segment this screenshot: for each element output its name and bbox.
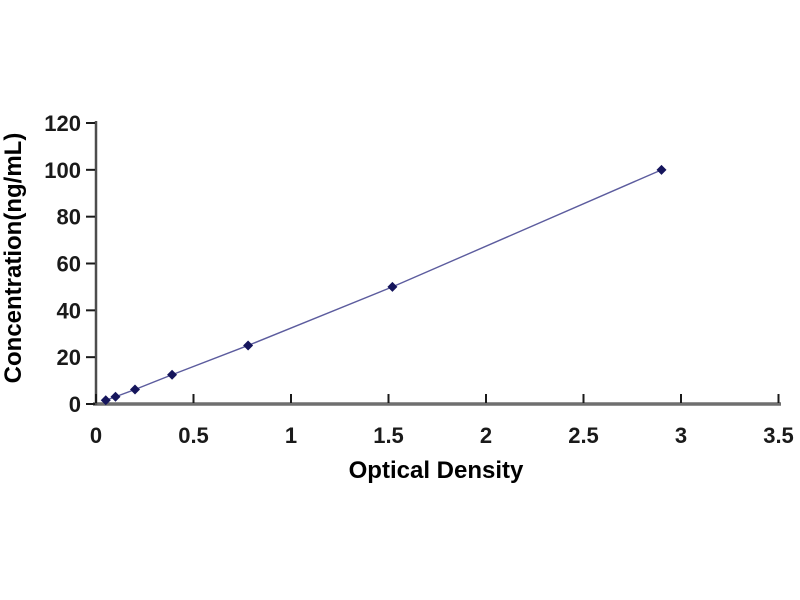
y-tick-label: 20: [57, 345, 81, 370]
data-point-marker: [130, 384, 140, 395]
x-tick-label: 1: [285, 423, 297, 448]
y-tick-label: 0: [69, 392, 81, 417]
data-point-marker: [243, 340, 254, 351]
data-point-marker: [110, 391, 121, 402]
x-tick-label: 2.5: [568, 423, 599, 448]
x-tick-label: 2: [480, 423, 492, 448]
x-axis-title: Optical Density: [348, 457, 524, 484]
y-tick-label: 40: [57, 298, 81, 323]
x-tick-label: 0.5: [178, 423, 209, 448]
x-tick-label: 0: [90, 423, 102, 448]
x-tick-label: 3.5: [763, 423, 794, 448]
y-tick-label: 120: [44, 111, 81, 136]
standard-curve-line: [105, 169, 662, 401]
y-tick-label: 60: [57, 252, 81, 277]
data-point-marker: [167, 369, 178, 380]
x-tick-label: 1.5: [373, 423, 404, 448]
x-tick-label: 3: [675, 423, 687, 448]
y-axis-title: Concentration(ng/mL): [0, 132, 27, 384]
y-tick-label: 80: [57, 205, 81, 230]
data-point-marker: [387, 281, 398, 292]
data-point-marker: [656, 164, 667, 175]
data-point-marker: [100, 395, 111, 406]
y-tick-label: 100: [44, 158, 81, 183]
